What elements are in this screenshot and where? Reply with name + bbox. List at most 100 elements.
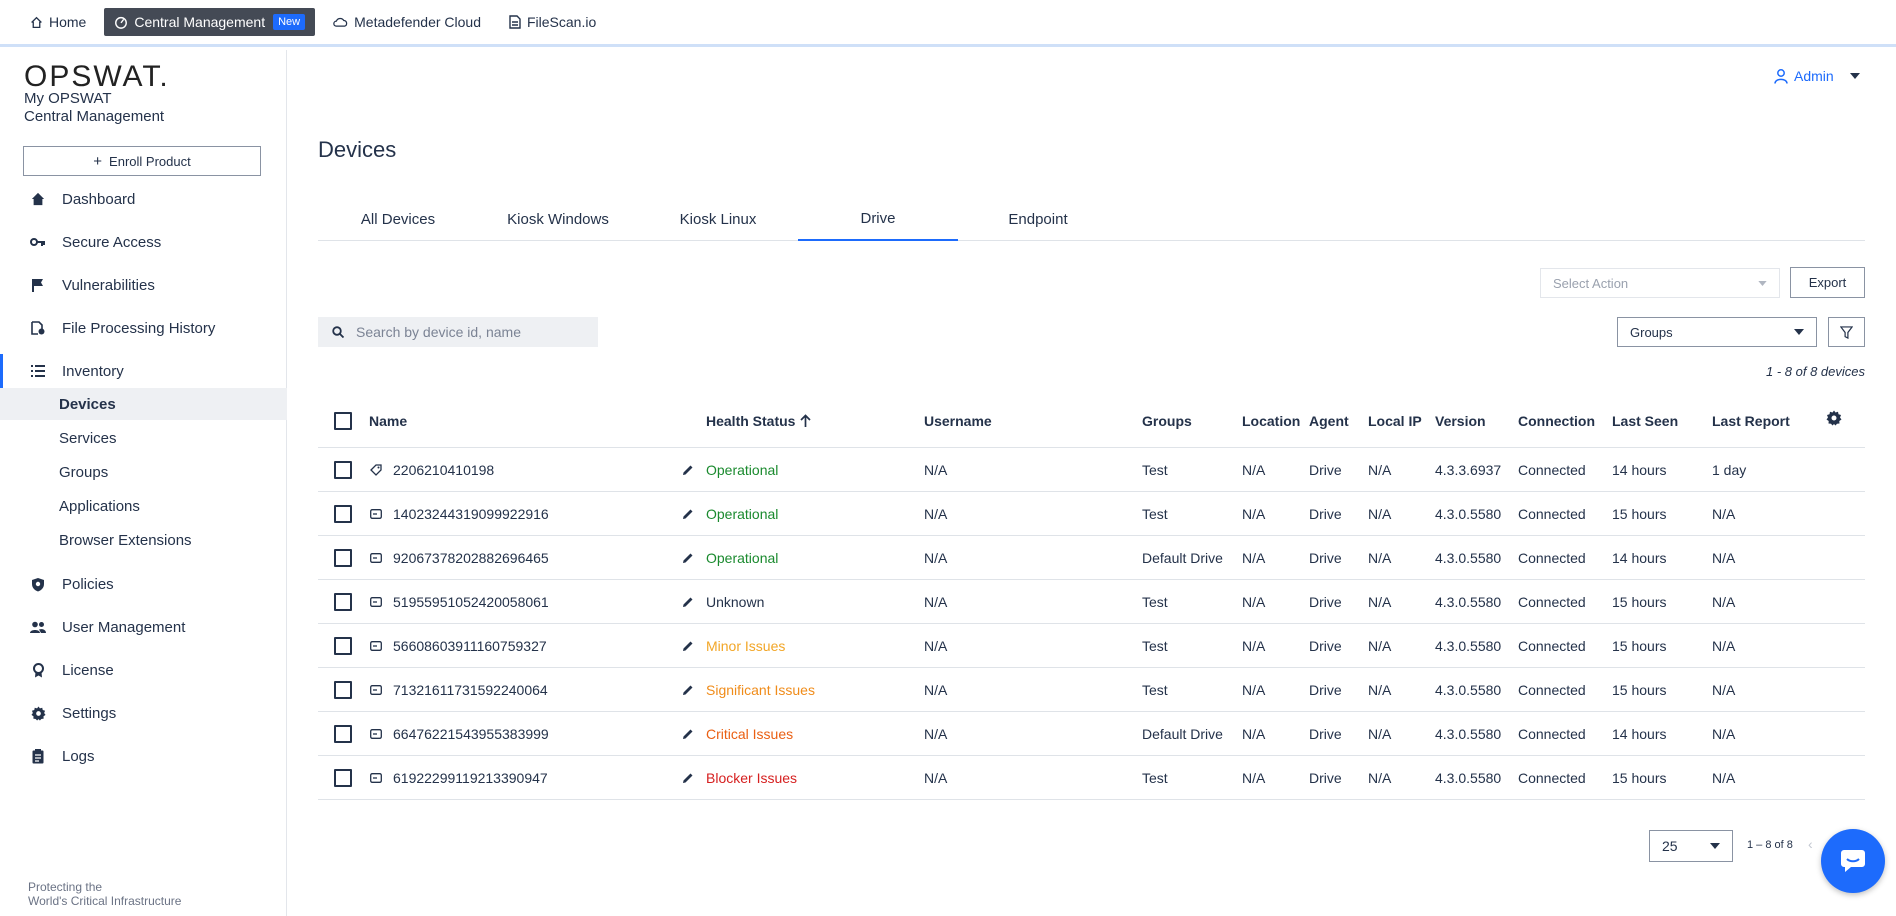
tab-endpoint[interactable]: Endpoint	[1008, 211, 1068, 228]
table-row[interactable]: 66476221543955383999 Critical Issues N/A De…	[318, 712, 1865, 756]
topnav-metadefender-cloud[interactable]: Metadefender Cloud	[323, 8, 491, 36]
device-name[interactable]: 71321611731592240064	[393, 681, 548, 698]
drive-icon	[370, 668, 382, 711]
user-menu[interactable]: Admin	[1774, 68, 1860, 84]
table-row[interactable]: 71321611731592240064 Significant Issues N/…	[318, 668, 1865, 712]
sidebar-item-label: User Management	[62, 618, 186, 636]
col-local-ip[interactable]: Local IP	[1368, 412, 1422, 429]
topnav-central-management-label: Central Management	[134, 14, 266, 30]
col-last-report[interactable]: Last Report	[1712, 412, 1790, 429]
search-input[interactable]: Search by device id, name	[318, 317, 598, 347]
enroll-product-button[interactable]: + Enroll Product	[23, 146, 261, 176]
edit-icon[interactable]	[682, 712, 694, 755]
sidebar-item-secure-access[interactable]: Secure Access	[0, 225, 287, 259]
col-last-seen[interactable]: Last Seen	[1612, 412, 1679, 429]
cell-health: Blocker Issues	[706, 769, 798, 786]
sidebar-item-license[interactable]: License	[0, 653, 287, 687]
row-checkbox[interactable]	[334, 624, 352, 667]
drive-icon	[370, 756, 382, 799]
groups-dropdown[interactable]: Groups	[1617, 317, 1817, 347]
drive-icon	[370, 624, 382, 667]
row-checkbox[interactable]	[334, 712, 352, 755]
sidebar-item-policies[interactable]: Policies	[0, 567, 287, 601]
row-checkbox[interactable]	[334, 668, 352, 711]
row-checkbox[interactable]	[334, 756, 352, 799]
sidebar-subitem-services[interactable]: Services	[0, 422, 287, 454]
sidebar-item-label: Vulnerabilities	[62, 276, 155, 294]
col-health-status-label: Health Status	[706, 412, 796, 429]
cell-version: 4.3.0.5580	[1435, 593, 1502, 610]
select-action-dropdown[interactable]: Select Action	[1540, 268, 1780, 298]
edit-icon[interactable]	[682, 580, 694, 623]
edit-icon[interactable]	[682, 756, 694, 799]
edit-icon[interactable]	[682, 668, 694, 711]
device-name[interactable]: 66476221543955383999	[393, 725, 549, 742]
topnav-central-management[interactable]: Central Management New	[104, 8, 316, 36]
table-header: Name Health Status Username Groups Locat…	[318, 394, 1865, 448]
drive-icon	[370, 492, 382, 535]
row-checkbox[interactable]	[334, 536, 352, 579]
cell-location: N/A	[1242, 725, 1266, 742]
col-version[interactable]: Version	[1435, 412, 1486, 429]
table-row[interactable]: 2206210410198 Operational N/A Test N/A Drive N…	[318, 448, 1865, 492]
edit-icon[interactable]	[682, 624, 694, 667]
tab-kiosk-windows[interactable]: Kiosk Windows	[507, 211, 609, 228]
device-name[interactable]: 61922299119213390947	[393, 769, 548, 786]
col-location[interactable]: Location	[1242, 412, 1301, 429]
edit-icon[interactable]	[682, 492, 694, 535]
sidebar-subitem-groups[interactable]: Groups	[0, 456, 287, 488]
sidebar-item-label: Settings	[62, 704, 117, 722]
groups-dropdown-label: Groups	[1630, 324, 1673, 340]
sidebar-item-user-management[interactable]: User Management	[0, 610, 287, 644]
sidebar-item-inventory[interactable]: Inventory	[0, 354, 287, 388]
table-row[interactable]: 51955951052420058061 Unknown N/A Test N/A Dri…	[318, 580, 1865, 624]
tab-drive[interactable]: Drive	[798, 198, 958, 241]
chat-button[interactable]	[1821, 829, 1885, 893]
topnav-home[interactable]: Home	[20, 8, 96, 36]
device-name[interactable]: 14023244319099922916	[393, 505, 549, 522]
device-name[interactable]: 51955951052420058061	[393, 593, 549, 610]
sidebar-subitem-browser-extensions[interactable]: Browser Extensions	[0, 524, 287, 556]
col-name[interactable]: Name	[369, 412, 408, 429]
row-checkbox[interactable]	[334, 448, 352, 491]
tab-all-devices[interactable]: All Devices	[360, 211, 436, 228]
sidebar-item-vulnerabilities[interactable]: Vulnerabilities	[0, 268, 287, 302]
cell-version: 4.3.0.5580	[1435, 505, 1502, 522]
col-agent[interactable]: Agent	[1309, 412, 1349, 429]
row-checkbox[interactable]	[334, 580, 352, 623]
cell-health: Critical Issues	[706, 725, 794, 742]
sidebar-item-settings[interactable]: Settings	[0, 696, 287, 730]
col-groups[interactable]: Groups	[1142, 412, 1192, 429]
column-settings-button[interactable]	[1826, 394, 1842, 447]
col-username[interactable]: Username	[924, 412, 992, 429]
filter-button[interactable]	[1828, 317, 1865, 347]
table-row[interactable]: 14023244319099922916 Operational N/A Test N/…	[318, 492, 1865, 536]
device-name[interactable]: 56608603911160759327	[393, 637, 547, 654]
previous-page-button[interactable]: ‹	[1808, 836, 1813, 852]
edit-icon[interactable]	[682, 448, 694, 491]
enroll-product-label: Enroll Product	[109, 153, 191, 169]
sidebar-item-file-processing-history[interactable]: File Processing History	[0, 311, 287, 345]
drive-icon	[370, 536, 382, 579]
table-row[interactable]: 92067378202882696465 Operational N/A Defaul…	[318, 536, 1865, 580]
flag-icon	[30, 277, 46, 293]
topnav-filescan[interactable]: FileScan.io	[499, 8, 606, 36]
tab-kiosk-linux[interactable]: Kiosk Linux	[679, 211, 757, 228]
sidebar-subitem-devices[interactable]: Devices	[0, 388, 287, 420]
edit-icon[interactable]	[682, 536, 694, 579]
page-size-select[interactable]: 25	[1649, 830, 1733, 862]
table-row[interactable]: 61922299119213390947 Blocker Issues N/A Tes…	[318, 756, 1865, 800]
cell-local-ip: N/A	[1368, 637, 1392, 654]
select-all-checkbox[interactable]	[334, 394, 352, 447]
sidebar-subitem-applications[interactable]: Applications	[0, 490, 287, 522]
sidebar-item-dashboard[interactable]: Dashboard	[0, 182, 287, 216]
sidebar-item-logs[interactable]: Logs	[0, 739, 287, 773]
col-health-status[interactable]: Health Status	[706, 394, 812, 447]
device-name[interactable]: 2206210410198	[393, 461, 495, 478]
device-name[interactable]: 92067378202882696465	[393, 549, 549, 566]
table-row[interactable]: 56608603911160759327 Minor Issues N/A Test N…	[318, 624, 1865, 668]
export-button[interactable]: Export	[1790, 267, 1865, 298]
row-checkbox[interactable]	[334, 492, 352, 535]
cell-username: N/A	[924, 681, 948, 698]
col-connection[interactable]: Connection	[1518, 412, 1595, 429]
